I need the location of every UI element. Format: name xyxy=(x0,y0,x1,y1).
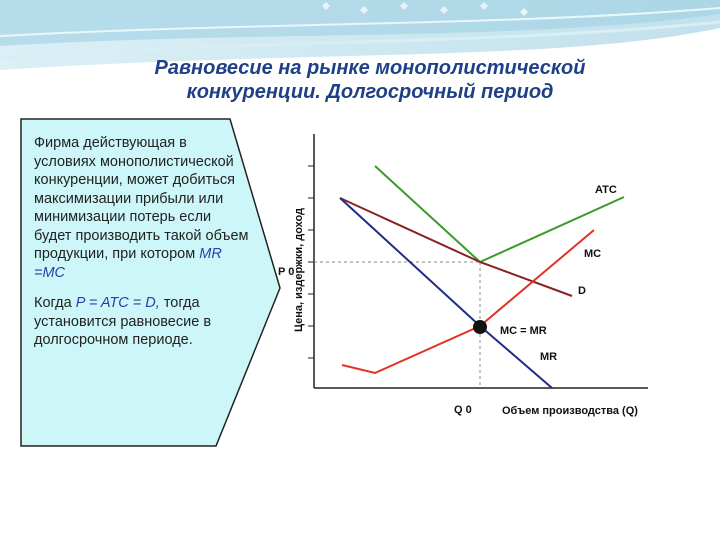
mc-mr-intersection-point xyxy=(473,320,487,334)
callout-paragraph-2: Когда P = ATC = D, тогда установится рав… xyxy=(34,294,249,350)
atc-label: ATC xyxy=(595,184,617,196)
mc-label: MC xyxy=(584,248,601,260)
callout-para1-text: Фирма действующая в условиях монополисти… xyxy=(34,135,249,262)
x-axis-label: Объем производства (Q) xyxy=(502,405,638,417)
y-axis-ticks xyxy=(308,165,314,359)
d-label: D xyxy=(578,285,586,297)
y-axis-label: Цена, издержки, доход xyxy=(293,208,305,332)
callout-arrow-box xyxy=(20,118,281,447)
q0-label: Q 0 xyxy=(454,404,472,416)
callout-text: Фирма действующая в условиях монополисти… xyxy=(34,134,249,362)
mr-label: MR xyxy=(540,351,557,363)
title-line-2: конкуренции. Долгосрочный период xyxy=(186,81,554,103)
callout-paragraph-1: Фирма действующая в условиях монополисти… xyxy=(34,134,249,282)
p0-label: P 0 xyxy=(278,266,294,278)
slide-title: Равновесие на рынке монополистической ко… xyxy=(60,56,680,104)
equilibrium-diagram: Цена, издержки, доход P 0 Q 0 ATC MC D M… xyxy=(278,134,648,417)
mc-mr-label: MC = MR xyxy=(500,325,547,337)
demand-curve xyxy=(339,197,573,297)
callout-para2-highlight: P = ATC = D, xyxy=(75,295,160,311)
callout-para1-highlight: MR =MC xyxy=(34,246,222,281)
header-banner xyxy=(0,0,720,70)
callout-para2-prefix: Когда xyxy=(34,295,72,311)
title-line-1: Равновесие на рынке монополистической xyxy=(154,57,586,79)
callout-para2-suffix: тогда установится равновесие в долгосроч… xyxy=(34,295,212,348)
mc-curve xyxy=(341,229,595,375)
